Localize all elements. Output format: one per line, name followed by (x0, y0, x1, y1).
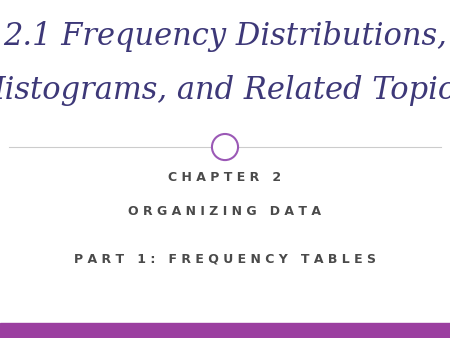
Text: P A R T   1 :   F R E Q U E N C Y   T A B L E S: P A R T 1 : F R E Q U E N C Y T A B L E … (74, 252, 376, 265)
Text: C H A P T E R   2: C H A P T E R 2 (168, 171, 282, 184)
Bar (0, 323, 450, 338)
Ellipse shape (212, 134, 238, 160)
Text: O R G A N I Z I N G   D A T A: O R G A N I Z I N G D A T A (129, 205, 321, 218)
Text: Histograms, and Related Topics: Histograms, and Related Topics (0, 75, 450, 106)
Text: 2.1 Frequency Distributions,: 2.1 Frequency Distributions, (3, 21, 447, 52)
